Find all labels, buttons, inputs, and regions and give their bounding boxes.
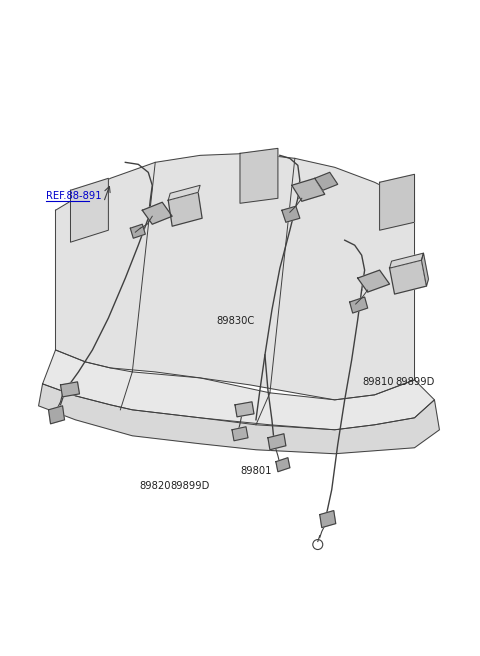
Polygon shape bbox=[168, 192, 202, 226]
Polygon shape bbox=[168, 185, 200, 200]
Polygon shape bbox=[380, 174, 415, 230]
Polygon shape bbox=[48, 406, 64, 424]
Text: 89899D: 89899D bbox=[396, 377, 435, 386]
Polygon shape bbox=[240, 148, 278, 203]
Polygon shape bbox=[390, 260, 426, 294]
Polygon shape bbox=[320, 510, 336, 527]
Polygon shape bbox=[71, 178, 108, 242]
Polygon shape bbox=[268, 434, 286, 450]
Text: 89899D: 89899D bbox=[170, 482, 210, 491]
Text: 89810: 89810 bbox=[362, 377, 394, 386]
Text: REF.88-891: REF.88-891 bbox=[46, 191, 102, 201]
Polygon shape bbox=[282, 206, 300, 222]
Polygon shape bbox=[38, 384, 439, 454]
Polygon shape bbox=[350, 297, 368, 313]
Text: 89830C: 89830C bbox=[216, 316, 254, 327]
Polygon shape bbox=[390, 253, 423, 268]
Polygon shape bbox=[276, 458, 290, 472]
Polygon shape bbox=[421, 253, 429, 286]
Polygon shape bbox=[358, 270, 390, 292]
Polygon shape bbox=[235, 402, 254, 417]
Polygon shape bbox=[56, 154, 415, 400]
Text: 89801: 89801 bbox=[240, 466, 272, 476]
Polygon shape bbox=[292, 178, 325, 201]
Text: 89820: 89820 bbox=[140, 482, 171, 491]
Polygon shape bbox=[232, 427, 248, 441]
Polygon shape bbox=[315, 173, 338, 190]
Polygon shape bbox=[60, 382, 80, 397]
Polygon shape bbox=[130, 224, 145, 238]
Polygon shape bbox=[142, 202, 172, 224]
Polygon shape bbox=[43, 350, 434, 430]
